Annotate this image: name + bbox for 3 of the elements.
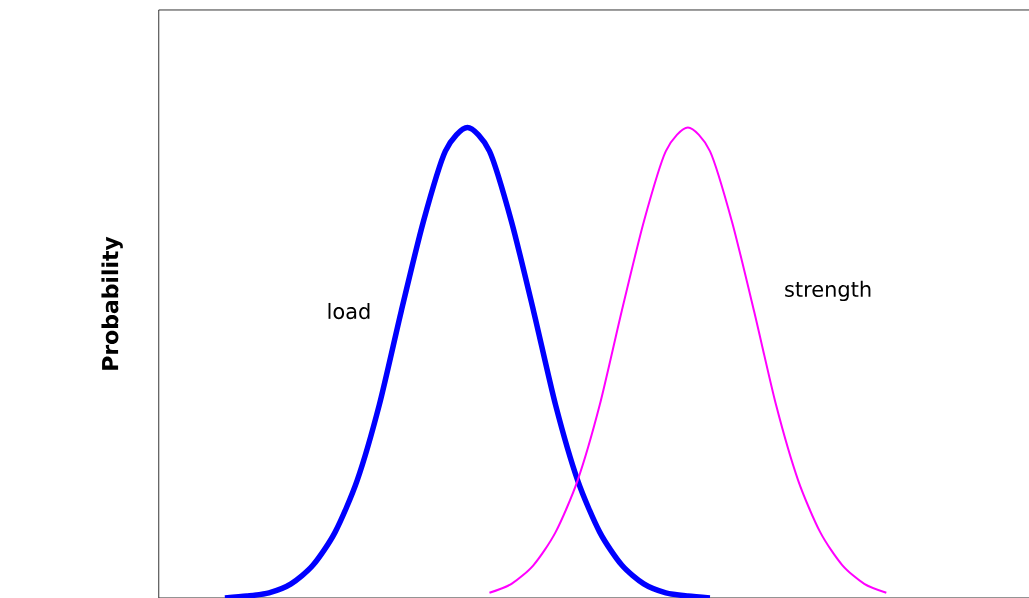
y-axis-title: Probability	[101, 236, 123, 370]
series-label: load	[328, 302, 370, 320]
series-label: strength	[785, 280, 871, 302]
